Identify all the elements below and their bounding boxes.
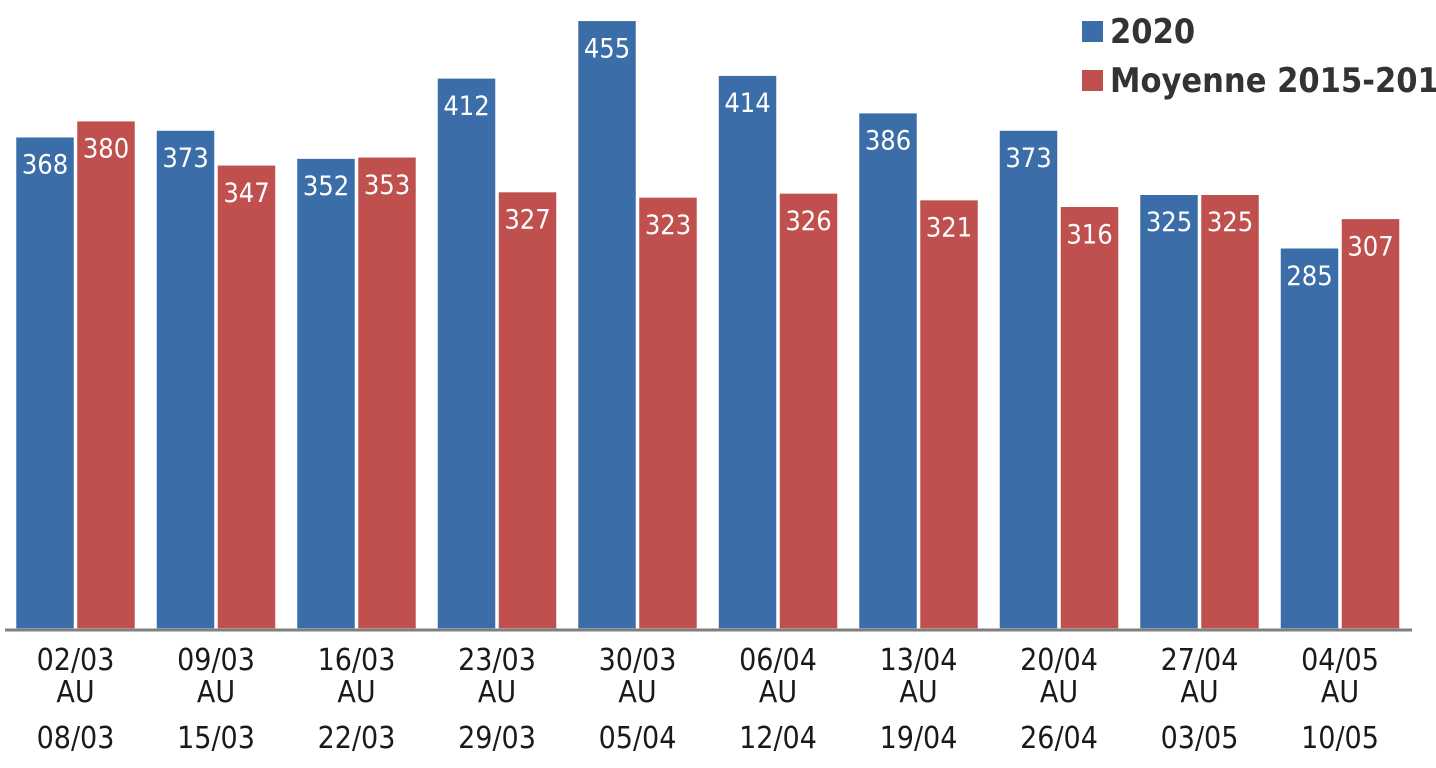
bar-series-moyenne-8 — [1199, 193, 1261, 630]
data-label-series-moyenne-3: 327 — [504, 205, 550, 236]
x-tick-label-7-line-2: 26/04 — [1020, 721, 1098, 756]
x-tick-label-2-line-1: AU — [337, 675, 375, 710]
x-tick-label-5-line-0: 06/04 — [739, 643, 817, 678]
data-label-series-moyenne-6: 321 — [926, 213, 972, 244]
x-tick-label-0-line-2: 08/03 — [37, 721, 115, 756]
x-tick-label-1-line-1: AU — [197, 675, 235, 710]
bar-series-2020-9 — [1279, 247, 1340, 630]
x-tick-label-0-line-1: AU — [56, 675, 94, 710]
x-tick-label-9-line-2: 10/05 — [1301, 721, 1379, 756]
legend-label-series-2020: 2020 — [1110, 12, 1195, 52]
x-tick-label-7-line-0: 20/04 — [1020, 643, 1098, 678]
x-tick-label-2-line-2: 22/03 — [318, 721, 396, 756]
x-tick-label-6-line-2: 19/04 — [880, 721, 958, 756]
bar-series-moyenne-3 — [497, 190, 558, 630]
data-label-series-2020-2: 352 — [303, 171, 349, 202]
x-tick-label-3-line-2: 29/03 — [458, 721, 536, 756]
bar-series-2020-2 — [295, 157, 357, 630]
x-tick-label-0-line-0: 02/03 — [37, 643, 115, 678]
x-tick-label-3-line-1: AU — [478, 675, 516, 710]
bar-series-2020-8 — [1138, 193, 1200, 630]
x-tick-label-4-line-1: AU — [618, 675, 656, 710]
data-label-series-moyenne-8: 325 — [1207, 207, 1253, 238]
legend: 2020 Moyenne 2015-2019 — [1082, 12, 1436, 101]
data-label-series-2020-0: 368 — [22, 150, 68, 181]
data-label-series-moyenne-4: 323 — [645, 210, 691, 241]
data-label-series-moyenne-5: 326 — [785, 206, 831, 237]
x-tick-label-1-line-0: 09/03 — [177, 643, 255, 678]
bar-series-2020-1 — [155, 129, 216, 630]
x-tick-label-4-line-2: 05/04 — [599, 721, 677, 756]
x-tick-label-5-line-2: 12/04 — [739, 721, 817, 756]
bar-series-2020-0 — [14, 135, 76, 630]
data-label-series-2020-7: 373 — [1005, 143, 1051, 174]
bar-series-2020-4 — [576, 19, 638, 630]
data-label-series-2020-8: 325 — [1146, 207, 1192, 238]
data-label-series-moyenne-9: 307 — [1347, 231, 1393, 262]
x-tick-label-9-line-0: 04/05 — [1301, 643, 1379, 678]
legend-label-series-moyenne: Moyenne 2015-2019 — [1110, 61, 1436, 101]
x-tick-labels-group: 02/03AU08/0309/03AU15/0316/03AU22/0323/0… — [37, 643, 1379, 756]
bars-group — [14, 19, 1401, 630]
data-label-series-2020-3: 412 — [443, 91, 489, 122]
x-tick-label-8-line-1: AU — [1180, 675, 1218, 710]
bar-series-2020-6 — [857, 111, 919, 630]
x-tick-label-8-line-2: 03/05 — [1161, 721, 1239, 756]
bar-series-moyenne-4 — [637, 196, 699, 630]
data-label-series-2020-1: 373 — [162, 143, 208, 174]
bar-series-moyenne-2 — [356, 156, 418, 630]
data-label-series-2020-5: 414 — [724, 88, 770, 119]
data-label-series-moyenne-7: 316 — [1066, 219, 1112, 250]
data-label-series-moyenne-1: 347 — [223, 178, 269, 209]
value-labels-group: 368 380 373 347 352 353 412 327 455 323 414 326 386 3… — [22, 33, 1394, 291]
x-tick-label-7-line-1: AU — [1040, 675, 1078, 710]
x-tick-label-3-line-0: 23/03 — [458, 643, 536, 678]
bar-series-2020-5 — [717, 74, 778, 630]
bar-series-moyenne-7 — [1059, 205, 1120, 630]
bar-series-moyenne-6 — [918, 198, 980, 630]
data-label-series-2020-9: 285 — [1286, 261, 1332, 292]
bar-series-moyenne-5 — [778, 192, 839, 630]
x-tick-label-5-line-1: AU — [759, 675, 797, 710]
data-label-series-moyenne-0: 380 — [83, 134, 129, 165]
data-label-series-2020-4: 455 — [584, 33, 630, 64]
legend-swatch-series-2020 — [1082, 21, 1103, 42]
bar-series-moyenne-1 — [216, 164, 277, 630]
x-tick-label-6-line-0: 13/04 — [880, 643, 958, 678]
x-tick-label-6-line-1: AU — [899, 675, 937, 710]
legend-swatch-series-moyenne — [1082, 70, 1103, 91]
bar-series-moyenne-9 — [1340, 217, 1401, 630]
bar-series-2020-7 — [998, 129, 1059, 630]
x-tick-label-4-line-0: 30/03 — [599, 643, 677, 678]
data-label-series-2020-6: 386 — [865, 126, 911, 157]
x-tick-label-1-line-2: 15/03 — [177, 721, 255, 756]
x-tick-label-2-line-0: 16/03 — [318, 643, 396, 678]
bar-series-2020-3 — [436, 77, 497, 630]
x-tick-label-8-line-0: 27/04 — [1161, 643, 1239, 678]
x-tick-label-9-line-1: AU — [1321, 675, 1359, 710]
data-label-series-moyenne-2: 353 — [364, 170, 410, 201]
bar-series-moyenne-0 — [75, 119, 137, 630]
